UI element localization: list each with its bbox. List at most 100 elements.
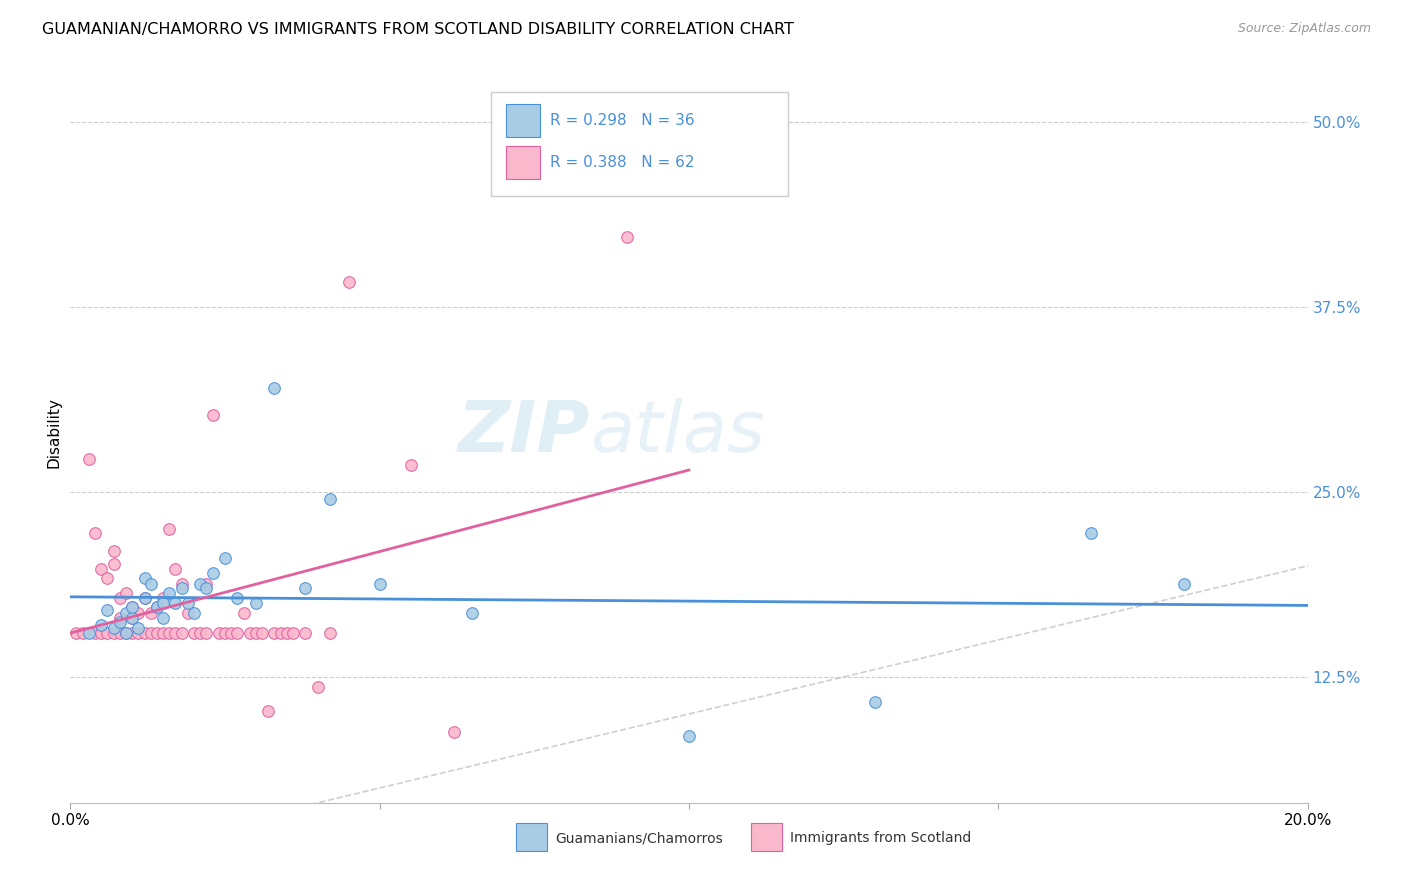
FancyBboxPatch shape — [506, 145, 540, 179]
Point — [263, 625, 285, 640]
Point — [678, 729, 700, 743]
Point — [134, 591, 156, 606]
Point — [245, 596, 267, 610]
Point — [319, 625, 342, 640]
Text: Source: ZipAtlas.com: Source: ZipAtlas.com — [1237, 22, 1371, 36]
FancyBboxPatch shape — [506, 103, 540, 136]
FancyBboxPatch shape — [491, 92, 787, 195]
Point — [139, 607, 162, 621]
Point — [177, 596, 200, 610]
Point — [188, 625, 211, 640]
Text: ZIP: ZIP — [458, 398, 591, 467]
Point — [127, 621, 149, 635]
Point — [307, 681, 329, 695]
Point — [281, 625, 304, 640]
Point — [77, 625, 100, 640]
Point — [65, 625, 87, 640]
Point — [1080, 526, 1102, 541]
Point — [115, 625, 138, 640]
Point — [103, 558, 125, 572]
Point — [616, 230, 638, 244]
Point — [270, 625, 292, 640]
Point — [134, 571, 156, 585]
Point — [146, 600, 169, 615]
Point — [77, 452, 100, 467]
Point — [157, 625, 180, 640]
Point — [103, 621, 125, 635]
Point — [139, 625, 162, 640]
Point — [863, 695, 886, 709]
Point — [183, 625, 205, 640]
Text: Immigrants from Scotland: Immigrants from Scotland — [790, 831, 972, 846]
Point — [294, 625, 316, 640]
Point — [188, 576, 211, 591]
Text: R = 0.388   N = 62: R = 0.388 N = 62 — [550, 155, 695, 169]
FancyBboxPatch shape — [751, 822, 782, 851]
Point — [226, 625, 249, 640]
Point — [96, 571, 118, 585]
Point — [239, 625, 262, 640]
Point — [245, 625, 267, 640]
Point — [121, 625, 143, 640]
Point — [146, 600, 169, 615]
Point — [195, 625, 218, 640]
Point — [108, 625, 131, 640]
Point — [214, 551, 236, 566]
Point — [337, 275, 360, 289]
Point — [201, 566, 224, 581]
Point — [208, 625, 231, 640]
Point — [103, 544, 125, 558]
Point — [195, 581, 218, 595]
Point — [121, 600, 143, 615]
Point — [139, 576, 162, 591]
Point — [121, 610, 143, 624]
Point — [165, 596, 187, 610]
Point — [226, 591, 249, 606]
Point — [219, 625, 242, 640]
Point — [461, 607, 484, 621]
Point — [96, 625, 118, 640]
Point — [115, 607, 138, 621]
Point — [127, 607, 149, 621]
Point — [152, 610, 174, 624]
Point — [152, 625, 174, 640]
Point — [127, 625, 149, 640]
Point — [146, 625, 169, 640]
Point — [90, 618, 112, 632]
Text: GUAMANIAN/CHAMORRO VS IMMIGRANTS FROM SCOTLAND DISABILITY CORRELATION CHART: GUAMANIAN/CHAMORRO VS IMMIGRANTS FROM SC… — [42, 22, 794, 37]
Point — [319, 492, 342, 507]
Point — [115, 625, 138, 640]
Point — [170, 625, 193, 640]
Point — [443, 724, 465, 739]
Point — [84, 526, 107, 541]
Point — [90, 562, 112, 576]
Point — [165, 625, 187, 640]
Point — [90, 625, 112, 640]
Point — [121, 600, 143, 615]
Point — [108, 615, 131, 629]
Point — [121, 610, 143, 624]
Point — [84, 625, 107, 640]
Text: R = 0.298   N = 36: R = 0.298 N = 36 — [550, 112, 695, 128]
Point — [170, 576, 193, 591]
Point — [276, 625, 298, 640]
Point — [165, 562, 187, 576]
Point — [257, 704, 280, 718]
Point — [134, 591, 156, 606]
Point — [108, 591, 131, 606]
Point — [72, 625, 94, 640]
Point — [152, 596, 174, 610]
Point — [232, 607, 254, 621]
Point — [263, 381, 285, 395]
Point — [96, 603, 118, 617]
Point — [177, 607, 200, 621]
Point — [115, 585, 138, 599]
Point — [201, 408, 224, 422]
Text: atlas: atlas — [591, 398, 765, 467]
Point — [152, 591, 174, 606]
Point — [195, 576, 218, 591]
Text: Guamanians/Chamorros: Guamanians/Chamorros — [555, 831, 723, 846]
Point — [294, 581, 316, 595]
Point — [183, 607, 205, 621]
Point — [170, 581, 193, 595]
